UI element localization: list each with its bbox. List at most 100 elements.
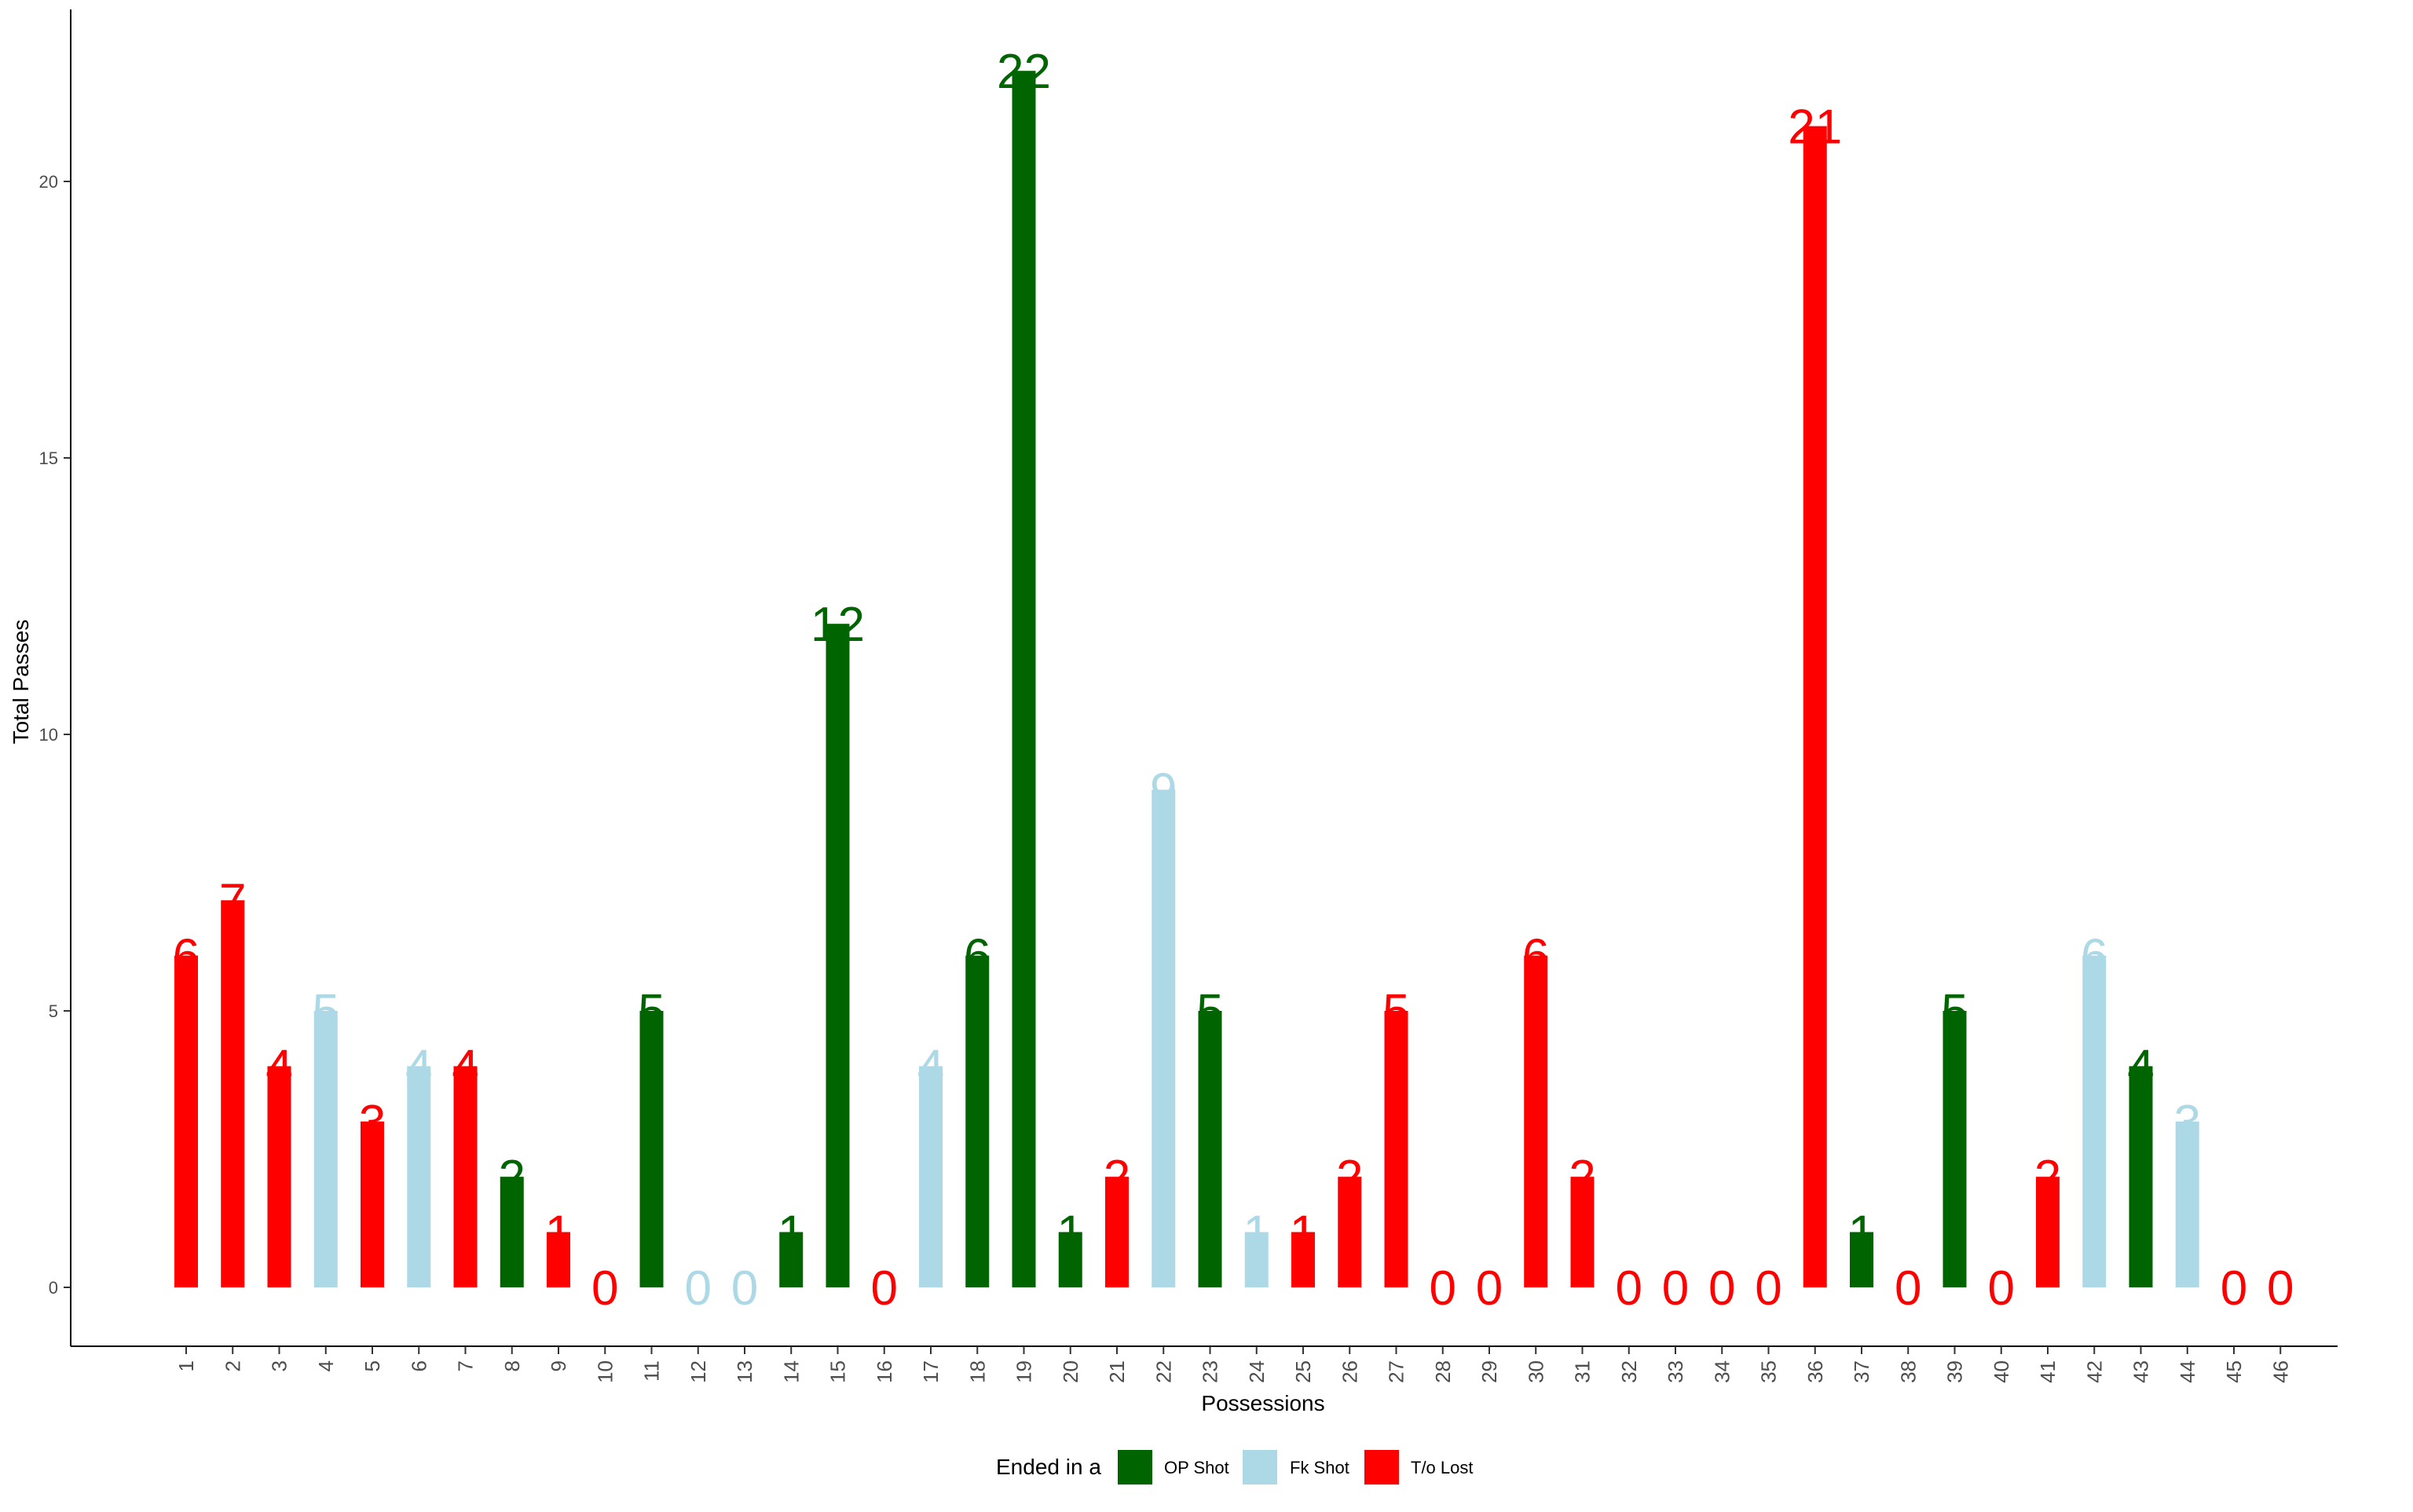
data-label: 0: [1662, 1261, 1689, 1316]
x-tick-label: 13: [733, 1360, 756, 1383]
bar: [1105, 1177, 1129, 1287]
bar: [2036, 1177, 2060, 1287]
data-label: 0: [1755, 1261, 1781, 1316]
x-tick-label: 2: [221, 1360, 244, 1371]
data-label: 2: [2034, 1151, 2061, 1205]
data-label: 5: [638, 985, 665, 1039]
data-label: 0: [1616, 1261, 1642, 1316]
x-tick-label: 34: [1710, 1360, 1734, 1383]
data-label: 6: [1522, 930, 1549, 984]
data-label: 4: [405, 1040, 432, 1094]
x-tick-label: 40: [1990, 1360, 2013, 1383]
x-tick-label: 17: [919, 1360, 943, 1383]
x-tick-label: 3: [268, 1360, 291, 1371]
x-tick-label: 24: [1245, 1360, 1269, 1383]
legend-label-to-lost: T/o Lost: [1411, 1458, 1474, 1477]
bar: [1244, 1232, 1269, 1287]
bar: [1338, 1177, 1362, 1287]
x-tick-label: 15: [826, 1360, 850, 1383]
bar: [500, 1177, 524, 1287]
bar: [965, 955, 990, 1287]
bar: [1570, 1177, 1595, 1287]
x-tick-label: 10: [593, 1360, 617, 1383]
data-label: 6: [2081, 930, 2107, 984]
legend-label-op-shot: OP Shot: [1164, 1458, 1229, 1477]
x-tick-label: 18: [965, 1360, 989, 1383]
legend-title: Ended in a: [996, 1455, 1101, 1479]
bar: [267, 1066, 291, 1287]
data-label: 0: [1476, 1261, 1503, 1316]
data-label: 1: [545, 1206, 572, 1261]
bar: [1291, 1232, 1315, 1287]
data-label: 4: [917, 1040, 944, 1094]
data-label: 6: [964, 930, 990, 984]
x-tick-label: 32: [1617, 1360, 1641, 1383]
data-label: 2: [1104, 1151, 1130, 1205]
bar: [313, 1011, 338, 1287]
bar: [2129, 1066, 2153, 1287]
x-tick-label: 6: [407, 1360, 430, 1371]
bar: [1384, 1011, 1408, 1287]
x-tick-label: 8: [500, 1360, 524, 1371]
data-label: 6: [173, 930, 200, 984]
data-label: 4: [452, 1040, 478, 1094]
legend: Ended in a OP Shot Fk Shot T/o Lost: [0, 1450, 2413, 1485]
x-axis-title: Possessions: [1201, 1391, 1324, 1415]
bar: [2082, 955, 2107, 1287]
data-label: 1: [1243, 1206, 1270, 1261]
data-label: 2: [1569, 1151, 1595, 1205]
data-label: 1: [1848, 1206, 1875, 1261]
data-label: 0: [1430, 1261, 1456, 1316]
x-tick-label: 42: [2082, 1360, 2106, 1383]
data-label: 5: [1941, 985, 1968, 1039]
x-tick-label: 37: [1850, 1360, 1873, 1383]
data-label: 1: [1057, 1206, 1084, 1261]
y-tick-label: 10: [39, 725, 58, 745]
bar: [2175, 1121, 2199, 1287]
x-tick-label: 1: [174, 1360, 198, 1371]
x-tick-label: 19: [1012, 1360, 1036, 1383]
bar: [1850, 1232, 1873, 1287]
data-label: 2: [499, 1151, 525, 1205]
bar: [639, 1011, 664, 1287]
data-label: 9: [1150, 763, 1177, 818]
x-tick-label: 4: [314, 1360, 338, 1371]
x-tick-label: 7: [454, 1360, 478, 1371]
y-tick-label: 15: [39, 448, 58, 468]
bar: [453, 1066, 478, 1287]
x-tick-label: 9: [547, 1360, 570, 1371]
data-label: 2: [1336, 1151, 1363, 1205]
bar: [361, 1121, 384, 1287]
x-tick-label: 26: [1338, 1360, 1361, 1383]
y-tick-label: 0: [49, 1278, 58, 1298]
x-tick-label: 25: [1291, 1360, 1315, 1383]
x-tick-label: 20: [1059, 1360, 1082, 1383]
x-tick-label: 14: [779, 1360, 803, 1383]
x-tick-label: 5: [361, 1360, 384, 1371]
data-label: 1: [778, 1206, 804, 1261]
x-tick-label: 31: [1571, 1360, 1595, 1383]
legend-key-fk-shot: [1243, 1450, 1277, 1485]
bar: [1198, 1011, 1222, 1287]
x-tick-label: 12: [687, 1360, 710, 1383]
bar: [547, 1232, 570, 1287]
y-tick-label: 20: [39, 172, 58, 192]
legend-key-op-shot: [1118, 1450, 1152, 1485]
bar: [174, 955, 198, 1287]
bar: [826, 624, 850, 1287]
axes: [64, 9, 2338, 1354]
data-label: 0: [1708, 1261, 1735, 1316]
bar: [1012, 71, 1036, 1288]
data-label: 1: [1290, 1206, 1316, 1261]
x-tick-label: 33: [1664, 1360, 1687, 1383]
data-label: 0: [2267, 1261, 2294, 1316]
x-tick-label: 28: [1431, 1360, 1455, 1383]
y-axis-title: Total Passes: [9, 620, 33, 745]
legend-key-to-lost: [1364, 1450, 1399, 1485]
data-label: 5: [1382, 985, 1409, 1039]
x-tick-label: 27: [1385, 1360, 1408, 1383]
